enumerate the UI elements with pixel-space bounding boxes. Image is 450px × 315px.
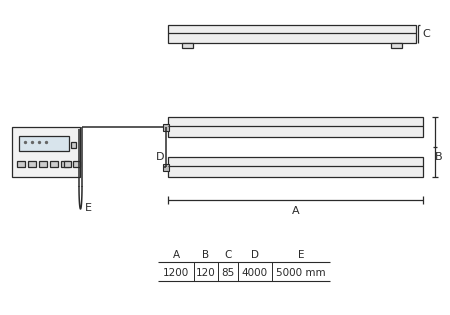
Bar: [28, 161, 36, 167]
Text: 120: 120: [196, 267, 216, 278]
Text: C: C: [224, 250, 232, 260]
Bar: [73, 161, 80, 167]
Bar: [61, 161, 69, 167]
Bar: [168, 117, 423, 137]
Text: D: D: [156, 152, 164, 162]
Bar: [71, 142, 76, 148]
Bar: [391, 43, 402, 48]
Bar: [12, 127, 80, 177]
Text: E: E: [298, 250, 304, 260]
Text: E: E: [85, 203, 91, 213]
Text: B: B: [202, 250, 210, 260]
Text: B: B: [435, 152, 443, 162]
Bar: [64, 161, 71, 167]
Bar: [39, 161, 47, 167]
Bar: [163, 163, 169, 170]
Text: 1200: 1200: [163, 267, 189, 278]
Bar: [17, 161, 25, 167]
Bar: [163, 123, 169, 130]
Text: 85: 85: [221, 267, 234, 278]
Text: A: A: [292, 206, 300, 216]
Text: D: D: [251, 250, 259, 260]
Bar: [168, 157, 423, 177]
Text: 5000 mm: 5000 mm: [276, 267, 326, 278]
Text: A: A: [172, 250, 180, 260]
Bar: [19, 136, 69, 151]
Text: C: C: [422, 29, 430, 39]
Text: 4000: 4000: [242, 267, 268, 278]
Bar: [182, 43, 193, 48]
Bar: [168, 25, 416, 43]
Bar: [50, 161, 58, 167]
